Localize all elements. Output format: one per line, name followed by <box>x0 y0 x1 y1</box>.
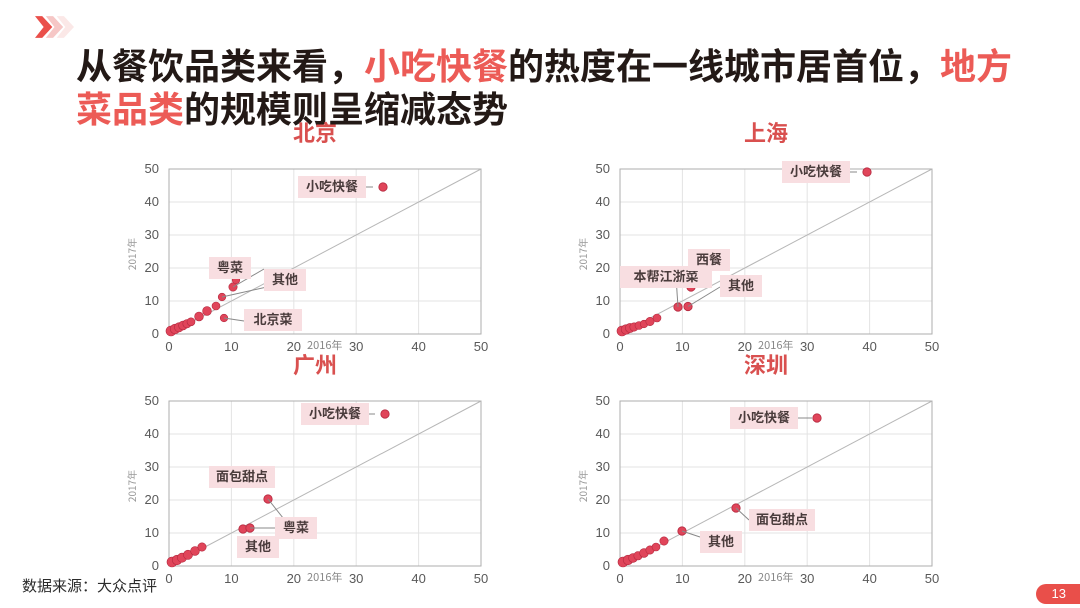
svg-text:20: 20 <box>596 260 610 275</box>
svg-text:上海: 上海 <box>744 116 788 148</box>
svg-text:小吃快餐: 小吃快餐 <box>309 403 361 422</box>
svg-text:其他: 其他 <box>708 531 734 550</box>
svg-text:30: 30 <box>145 227 159 242</box>
svg-text:10: 10 <box>145 525 159 540</box>
svg-text:40: 40 <box>862 571 876 586</box>
svg-text:10: 10 <box>675 571 689 586</box>
svg-text:30: 30 <box>145 459 159 474</box>
svg-text:10: 10 <box>224 339 238 354</box>
svg-text:深圳: 深圳 <box>744 348 788 380</box>
svg-text:40: 40 <box>145 194 159 209</box>
svg-text:西餐: 西餐 <box>696 249 722 268</box>
svg-text:2017年: 2017年 <box>575 238 590 270</box>
svg-text:小吃快餐: 小吃快餐 <box>306 176 358 195</box>
svg-text:粤菜: 粤菜 <box>283 517 309 536</box>
svg-text:40: 40 <box>411 571 425 586</box>
svg-text:50: 50 <box>474 339 488 354</box>
svg-text:20: 20 <box>145 260 159 275</box>
svg-text:20: 20 <box>596 492 610 507</box>
svg-text:50: 50 <box>925 571 939 586</box>
svg-text:北京菜: 北京菜 <box>253 309 292 328</box>
svg-text:其他: 其他 <box>728 275 754 294</box>
svg-text:20: 20 <box>145 492 159 507</box>
svg-text:小吃快餐: 小吃快餐 <box>790 161 842 180</box>
svg-text:20: 20 <box>287 571 301 586</box>
svg-text:其他: 其他 <box>272 269 298 288</box>
svg-text:10: 10 <box>596 293 610 308</box>
svg-text:2016年: 2016年 <box>758 569 793 585</box>
svg-text:面包甜点: 面包甜点 <box>756 509 808 528</box>
svg-text:北京: 北京 <box>293 116 337 148</box>
svg-text:2016年: 2016年 <box>307 569 342 585</box>
svg-text:40: 40 <box>596 426 610 441</box>
svg-text:0: 0 <box>603 326 610 341</box>
svg-text:10: 10 <box>224 571 238 586</box>
svg-text:30: 30 <box>800 571 814 586</box>
svg-text:50: 50 <box>596 161 610 176</box>
svg-text:50: 50 <box>596 393 610 408</box>
svg-text:2017年: 2017年 <box>124 470 139 502</box>
svg-text:其他: 其他 <box>245 536 271 555</box>
svg-text:10: 10 <box>675 339 689 354</box>
svg-text:50: 50 <box>474 571 488 586</box>
svg-text:30: 30 <box>349 571 363 586</box>
svg-text:50: 50 <box>145 161 159 176</box>
svg-text:40: 40 <box>596 194 610 209</box>
svg-text:0: 0 <box>603 558 610 573</box>
svg-text:0: 0 <box>616 339 623 354</box>
svg-text:30: 30 <box>596 227 610 242</box>
svg-text:40: 40 <box>862 339 876 354</box>
svg-text:0: 0 <box>616 571 623 586</box>
svg-text:20: 20 <box>738 571 752 586</box>
svg-text:30: 30 <box>349 339 363 354</box>
svg-text:0: 0 <box>152 558 159 573</box>
svg-text:30: 30 <box>596 459 610 474</box>
svg-text:2017年: 2017年 <box>124 238 139 270</box>
svg-text:40: 40 <box>411 339 425 354</box>
svg-text:0: 0 <box>165 571 172 586</box>
svg-text:小吃快餐: 小吃快餐 <box>738 407 790 426</box>
svg-text:50: 50 <box>145 393 159 408</box>
svg-text:40: 40 <box>145 426 159 441</box>
svg-text:10: 10 <box>145 293 159 308</box>
svg-text:0: 0 <box>152 326 159 341</box>
svg-text:2017年: 2017年 <box>575 470 590 502</box>
svg-text:10: 10 <box>596 525 610 540</box>
svg-text:30: 30 <box>800 339 814 354</box>
svg-text:50: 50 <box>925 339 939 354</box>
svg-text:0: 0 <box>165 339 172 354</box>
svg-text:粤菜: 粤菜 <box>217 257 243 276</box>
svg-text:广州: 广州 <box>293 348 337 380</box>
svg-text:面包甜点: 面包甜点 <box>216 466 268 485</box>
